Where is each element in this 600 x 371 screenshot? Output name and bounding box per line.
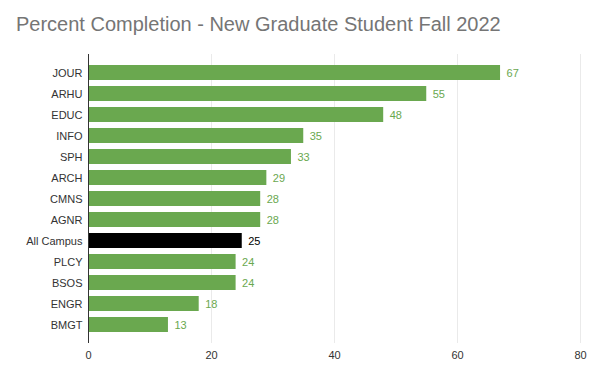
svg-text:29: 29 <box>273 172 285 184</box>
svg-text:ARHU: ARHU <box>51 88 82 100</box>
svg-text:67: 67 <box>507 67 519 79</box>
svg-text:24: 24 <box>242 277 254 289</box>
svg-text:EDUC: EDUC <box>51 109 82 121</box>
html-text:Percent Completion - New Gradu: Percent Completion - New Graduate Studen… <box>16 13 501 35</box>
svg-text:AGNR: AGNR <box>51 214 83 226</box>
svg-text:35: 35 <box>310 130 322 142</box>
svg-text:0: 0 <box>85 349 91 361</box>
svg-text:60: 60 <box>451 349 463 361</box>
svg-text:28: 28 <box>267 214 279 226</box>
svg-text:13: 13 <box>174 319 186 331</box>
svg-text:All Campus: All Campus <box>26 235 83 247</box>
svg-text:INFO: INFO <box>56 130 83 142</box>
svg-text:PLCY: PLCY <box>54 256 83 268</box>
svg-text:ENGR: ENGR <box>51 298 83 310</box>
svg-text:28: 28 <box>267 193 279 205</box>
svg-text:24: 24 <box>242 256 254 268</box>
svg-text:55: 55 <box>433 88 445 100</box>
svg-text:JOUR: JOUR <box>53 67 83 79</box>
svg-text:20: 20 <box>205 349 217 361</box>
svg-text:BSOS: BSOS <box>52 277 83 289</box>
svg-text:18: 18 <box>205 298 217 310</box>
svg-text:80: 80 <box>574 349 586 361</box>
svg-text:48: 48 <box>390 109 402 121</box>
svg-text:33: 33 <box>297 151 309 163</box>
svg-text:SPH: SPH <box>60 151 83 163</box>
svg-text:ARCH: ARCH <box>51 172 82 184</box>
svg-text:CMNS: CMNS <box>50 193 82 205</box>
svg-text:40: 40 <box>328 349 340 361</box>
svg-text:25: 25 <box>248 235 260 247</box>
svg-text:BMGT: BMGT <box>51 319 83 331</box>
